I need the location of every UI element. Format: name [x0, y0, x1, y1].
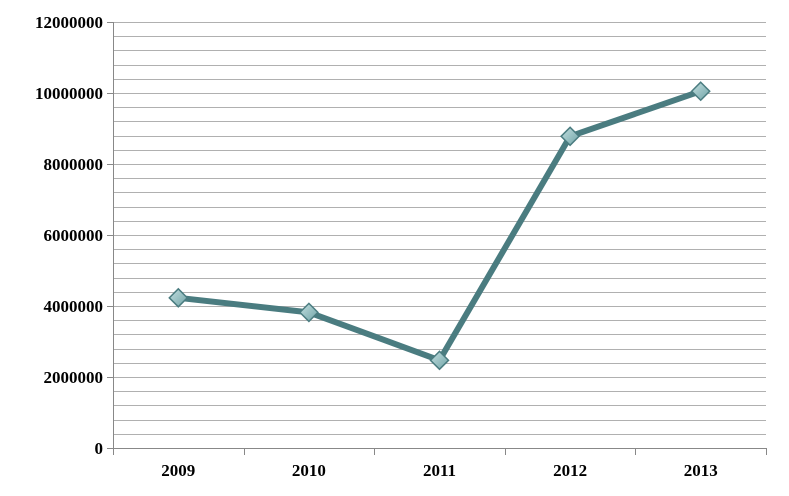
y-tick-label: 2000000 [44, 368, 104, 387]
y-tick-label: 10000000 [35, 84, 103, 103]
data-point-marker [690, 81, 711, 102]
x-axis-tick-labels: 2009 2010 2011 2012 2013 [161, 461, 717, 480]
x-tick-label: 2012 [553, 461, 587, 480]
markers [168, 81, 711, 371]
data-point-marker [168, 287, 189, 308]
series-layer [175, 88, 704, 364]
y-tick-label: 0 [95, 439, 104, 458]
series-line [175, 88, 704, 364]
data-point-marker [560, 126, 581, 147]
y-axis-tick-labels: 0 2000000 4000000 6000000 8000000 10000000 120… [35, 13, 103, 458]
x-tick-label: 2013 [684, 461, 718, 480]
x-tick-label: 2009 [161, 461, 195, 480]
y-tick-label: 8000000 [44, 155, 104, 174]
data-point-marker [298, 302, 319, 323]
x-tick-label: 2011 [423, 461, 456, 480]
data-point-marker [429, 350, 450, 371]
axes [107, 22, 767, 455]
y-tick-label: 6000000 [44, 226, 104, 245]
gridlines [113, 22, 766, 435]
x-tick-label: 2010 [292, 461, 326, 480]
y-tick-label: 4000000 [44, 297, 104, 316]
y-tick-label: 12000000 [35, 13, 103, 32]
